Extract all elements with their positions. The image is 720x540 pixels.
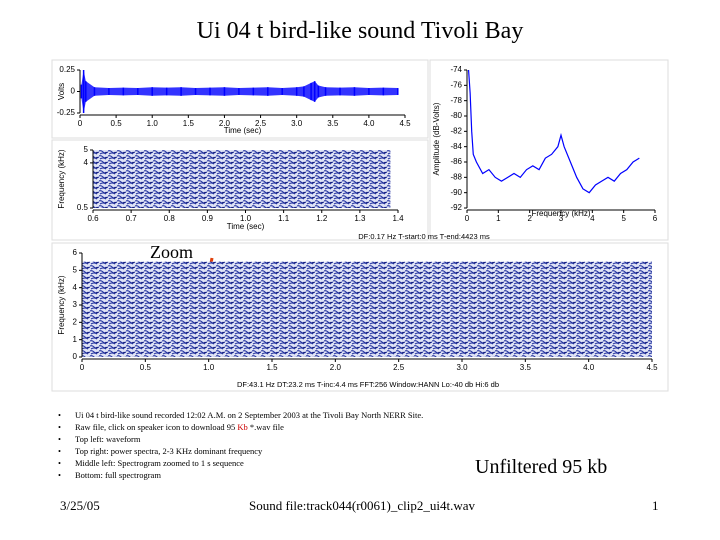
y-axis-label: Frequency (kHz) xyxy=(57,275,66,334)
spectrum-info: DF:0.17 Hz T-start:0 ms T-end:4423 ms xyxy=(358,232,490,241)
y-tick-label: 3 xyxy=(73,300,78,309)
bullet: Top right: power spectra, 2-3 KHz domina… xyxy=(58,445,423,457)
x-tick-label: 1.3 xyxy=(354,214,366,223)
x-tick-label: 4.5 xyxy=(646,363,658,372)
x-tick-label: 1.0 xyxy=(147,119,159,128)
y-tick-label: 0.25 xyxy=(59,65,75,74)
bullet-text: Raw file, click on speaker icon to downl… xyxy=(75,422,238,432)
x-tick-label: 3.0 xyxy=(456,363,468,372)
y-tick-label: -82 xyxy=(450,126,462,135)
bullet-list: Ui 04 t bird-like sound recorded 12:02 A… xyxy=(58,409,423,481)
x-tick-label: 1.2 xyxy=(316,214,328,223)
x-tick-label: 0.5 xyxy=(111,119,123,128)
x-tick-label: 6 xyxy=(653,214,658,223)
bullet-text: Bottom: full spectrogram xyxy=(75,470,161,480)
x-tick-label: 0 xyxy=(80,363,85,372)
bullet: Raw file, click on speaker icon to downl… xyxy=(58,421,423,433)
slide-title: Ui 04 t bird-like sound Tivoli Bay xyxy=(196,18,524,44)
spectrum-line xyxy=(467,69,640,194)
x-tick-label: 3.5 xyxy=(327,119,339,128)
y-tick-label: -78 xyxy=(450,96,462,105)
x-tick-label: 1.5 xyxy=(266,363,278,372)
y-tick-label: -86 xyxy=(450,157,462,166)
panel-frame xyxy=(51,59,429,139)
y-tick-label: 1 xyxy=(73,335,78,344)
bullet: Middle left: Spectrogram zoomed to 1 s s… xyxy=(58,457,423,469)
y-tick-label: 2 xyxy=(73,317,78,326)
x-tick-label: 1.5 xyxy=(183,119,195,128)
y-tick-label: -92 xyxy=(450,203,462,212)
bullet-text: Top right: power spectra, 2-3 KHz domina… xyxy=(75,446,263,456)
x-tick-label: 3.0 xyxy=(291,119,303,128)
x-tick-label: 1.0 xyxy=(240,214,252,223)
x-tick-label: 2.0 xyxy=(330,363,342,372)
bullet-text: Middle left: Spectrogram zoomed to 1 s s… xyxy=(75,458,244,468)
bullet: Ui 04 t bird-like sound recorded 12:02 A… xyxy=(58,409,423,421)
x-tick-label: 1.1 xyxy=(278,214,290,223)
y-tick-label: -76 xyxy=(450,80,462,89)
y-tick-label: -88 xyxy=(450,172,462,181)
x-tick-label: 0 xyxy=(78,119,83,128)
zoom-label: Zoom xyxy=(150,242,193,262)
x-tick-label: 0.9 xyxy=(202,214,214,223)
y-tick-label: 5 xyxy=(73,265,78,274)
x-axis-label: Time (sec) xyxy=(227,222,265,231)
x-tick-label: 0.6 xyxy=(87,214,99,223)
y-tick-label: 5 xyxy=(84,145,89,154)
footer-file: Sound file:track044(r0061)_clip2_ui4t.wa… xyxy=(248,498,475,513)
y-tick-label: 0 xyxy=(73,352,78,361)
y-tick-label: -0.25 xyxy=(57,108,76,117)
x-tick-label: 5 xyxy=(621,214,626,223)
bullet: Top left: waveform xyxy=(58,433,423,445)
y-tick-label: -84 xyxy=(450,142,462,151)
x-tick-label: 1 xyxy=(496,214,501,223)
spectrogram-image xyxy=(93,150,391,208)
bullet: Bottom: full spectrogram xyxy=(58,469,423,481)
x-axis-label: Time (sec) xyxy=(224,126,262,135)
bullet-text: Ui 04 t bird-like sound recorded 12:02 A… xyxy=(75,410,424,420)
x-tick-label: 3 xyxy=(559,214,564,223)
y-tick-label: 4 xyxy=(73,283,78,292)
y-tick-label: 6 xyxy=(73,248,78,257)
footer-page: 1 xyxy=(652,498,659,513)
x-tick-label: 0.7 xyxy=(126,214,138,223)
y-tick-label: -74 xyxy=(450,65,462,74)
x-tick-label: 0.5 xyxy=(140,363,152,372)
x-tick-label: 3.5 xyxy=(520,363,532,372)
waveform-envelope xyxy=(81,70,398,113)
x-tick-label: 0 xyxy=(465,214,470,223)
x-tick-label: 1.0 xyxy=(203,363,215,372)
y-tick-label: -90 xyxy=(450,188,462,197)
bullet-text: *.wav file xyxy=(247,422,284,432)
x-axis-label: Frequency (kHz) xyxy=(531,209,590,218)
y-tick-label: 4 xyxy=(84,158,89,167)
bullet-text: Kb xyxy=(237,422,248,432)
x-tick-label: 4.0 xyxy=(363,119,375,128)
spectrogram-image xyxy=(82,261,652,357)
spectrogram-info: DF:43.1 Hz DT:23.2 ms T-inc:4.4 ms FFT:2… xyxy=(237,380,499,389)
x-tick-label: 0.8 xyxy=(164,214,176,223)
y-tick-label: 0.5 xyxy=(77,203,89,212)
x-tick-label: 2.5 xyxy=(393,363,405,372)
y-axis-label: Amplitude (dB-Volts) xyxy=(432,102,441,175)
y-axis-label: Frequency (kHz) xyxy=(57,149,66,208)
x-tick-label: 2.0 xyxy=(219,119,231,128)
bullet-text: Top left: waveform xyxy=(75,434,141,444)
x-tick-label: 1.4 xyxy=(392,214,404,223)
x-tick-label: 4 xyxy=(590,214,595,223)
y-axis-label: Volts xyxy=(57,83,66,100)
x-tick-label: 4.0 xyxy=(583,363,595,372)
caption: Unfiltered 95 kb xyxy=(475,456,608,478)
x-tick-label: 4.5 xyxy=(399,119,411,128)
x-tick-label: 2.5 xyxy=(255,119,267,128)
y-tick-label: -80 xyxy=(450,111,462,120)
footer-date: 3/25/05 xyxy=(60,498,100,513)
x-tick-label: 2 xyxy=(527,214,532,223)
y-tick-label: 0 xyxy=(71,87,76,96)
